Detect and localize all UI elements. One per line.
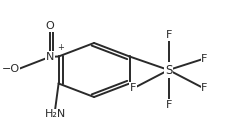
Text: H₂N: H₂N bbox=[44, 109, 65, 119]
Text: N: N bbox=[46, 52, 54, 62]
Text: −O: −O bbox=[1, 64, 19, 74]
Text: F: F bbox=[165, 30, 171, 40]
Text: F: F bbox=[129, 83, 135, 93]
Text: F: F bbox=[200, 54, 207, 64]
Text: S: S bbox=[164, 64, 171, 76]
Text: F: F bbox=[200, 83, 207, 93]
Text: +: + bbox=[57, 43, 64, 52]
Text: O: O bbox=[45, 21, 54, 31]
Text: F: F bbox=[165, 100, 171, 110]
